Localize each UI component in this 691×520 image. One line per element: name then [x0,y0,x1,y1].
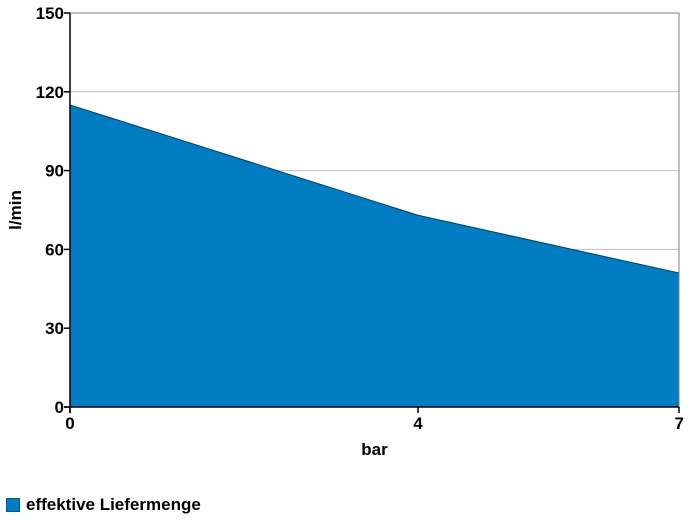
legend-swatch [6,498,20,512]
y-axis-title: l/min [6,190,25,230]
x-axis-title: bar [361,440,388,459]
legend-label: effektive Liefermenge [26,495,201,514]
y-tick-label-30: 30 [45,319,64,338]
area-series-0 [70,104,679,407]
x-tick-label-0: 0 [65,414,74,433]
axes [64,12,680,413]
x-tick-label-7: 7 [675,414,684,433]
legend: effektive Liefermenge [6,496,201,514]
y-tick-label-120: 120 [36,83,64,102]
y-tick-label-60: 60 [45,240,64,259]
x-tick-label-4: 4 [413,414,423,433]
y-tick-label-90: 90 [45,162,64,181]
y-tick-label-0: 0 [55,398,64,417]
area-layer [69,104,680,407]
y-tick-label-150: 150 [36,4,64,23]
tick-labels: 0 30 60 90 120 150 0 4 7 [36,4,684,433]
